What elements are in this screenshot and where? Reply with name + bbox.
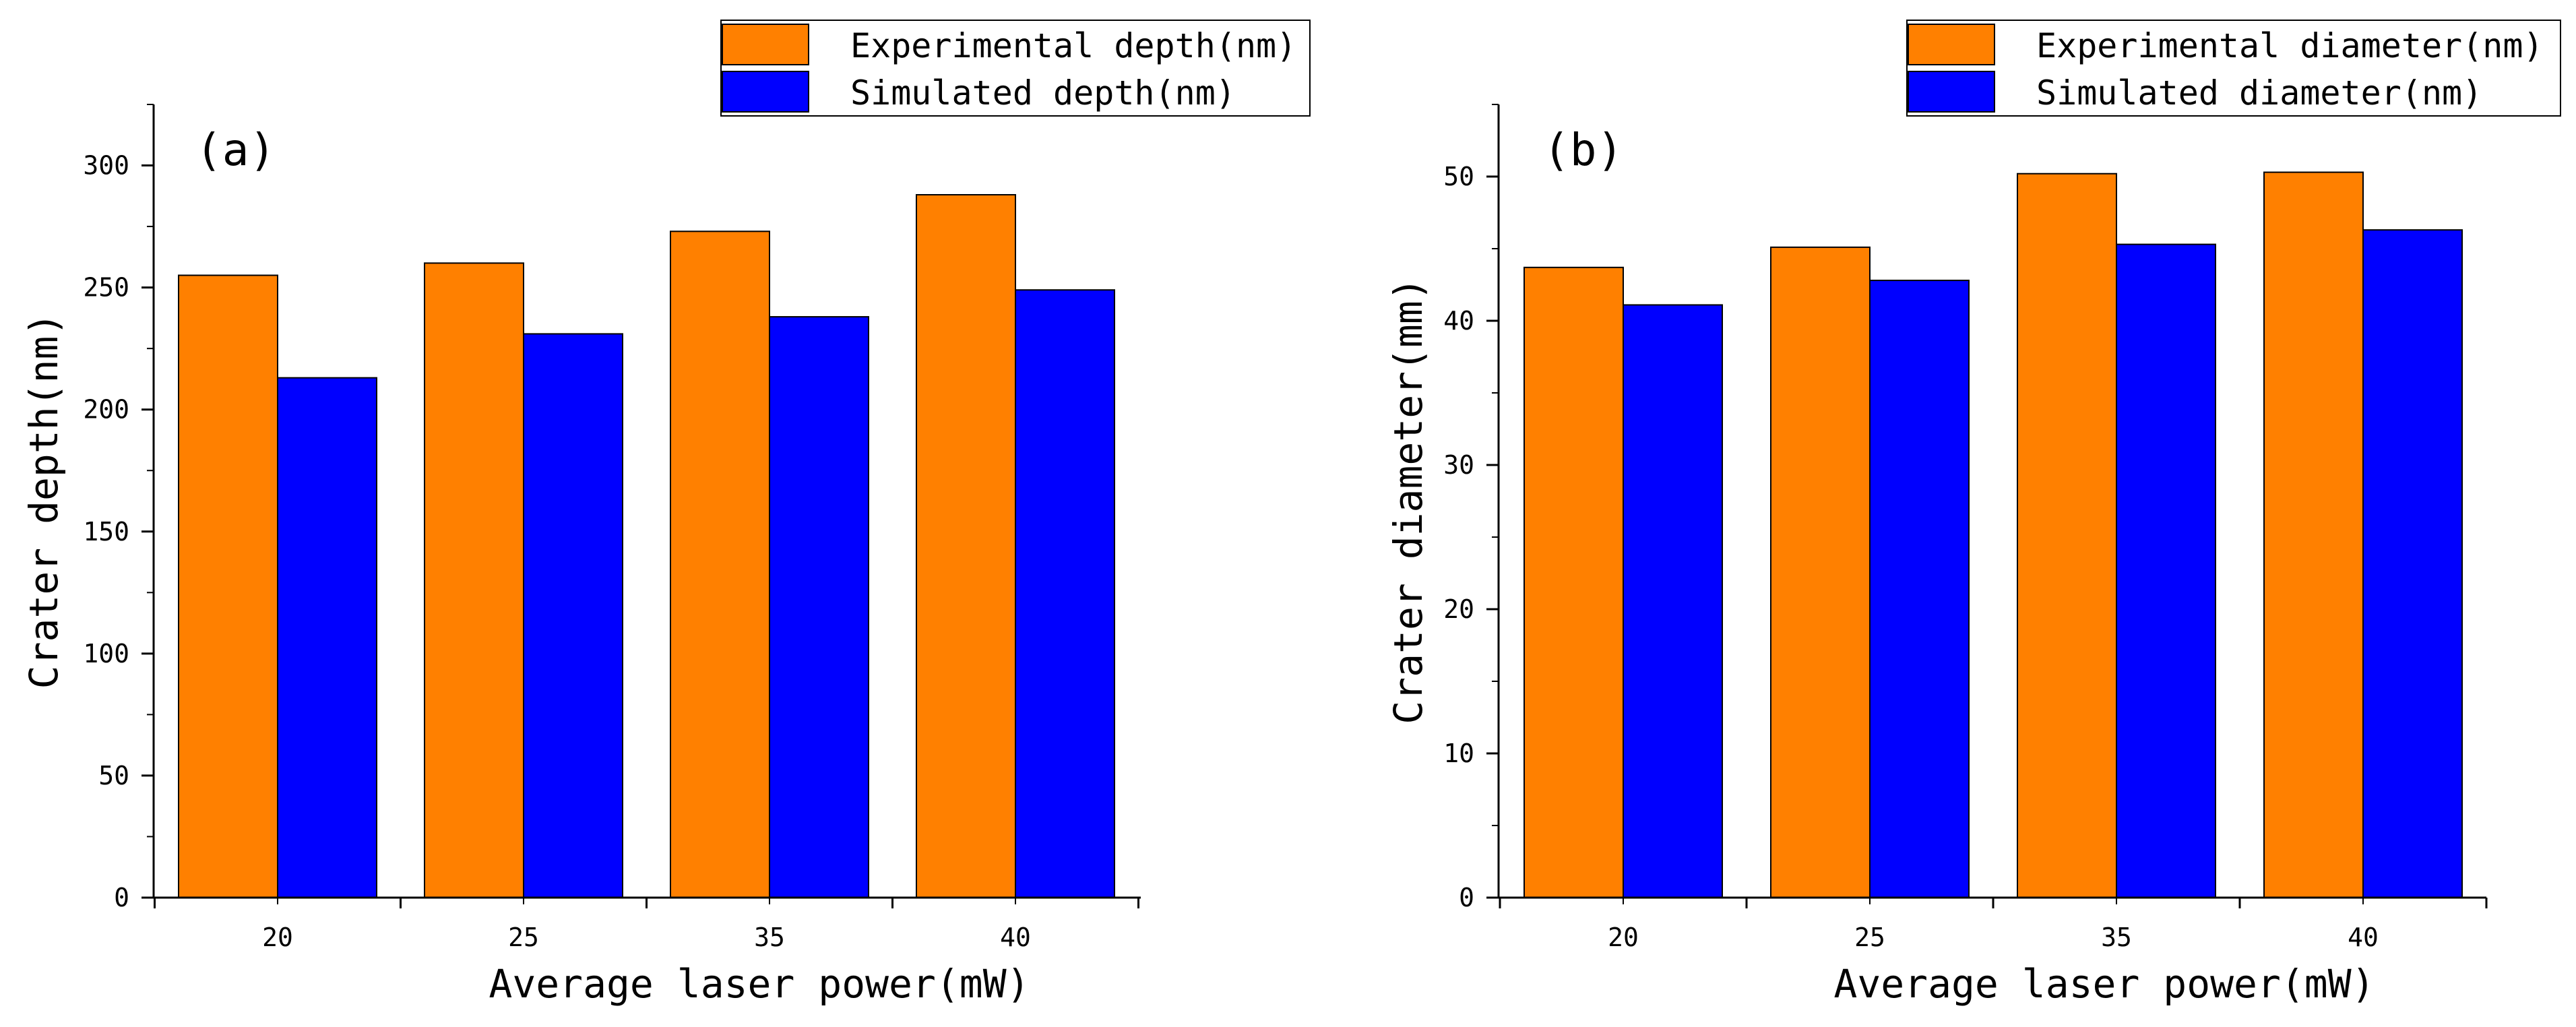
panel-a-x-tick-label-20: 20 [262, 923, 293, 952]
panel-b-bar-experimental-25 [1770, 246, 1871, 898]
panel-b-bar-experimental-35 [2017, 173, 2117, 899]
panel-a-legend-experimental: Experimental depth(nm) [850, 26, 1296, 65]
panel-a-bars [178, 193, 1115, 898]
panel-b-legend-simulated: Simulated diameter(nm) [2036, 73, 2482, 113]
panel-a-y-tick-label-150: 150 [83, 517, 129, 547]
panel-a-y-tick-label-50: 50 [98, 761, 129, 790]
panel-a-legend-swatch-simulated [722, 71, 809, 113]
panel-b-label: (b) [1543, 124, 1623, 176]
panel-b-y-axis-title: Crater diameter(mm) [1385, 277, 1431, 724]
panel-b-bar-experimental-20 [1523, 266, 1624, 898]
panel-a-legend: Experimental depth(nm) Simulated depth(n… [720, 20, 1311, 117]
panel-b-bars [1523, 171, 2463, 899]
panel-b-legend: Experimental diameter(nm) Simulated diam… [1906, 20, 2561, 117]
panel-a-axes: 0 50 100 150 200 250 300 20 25 35 40 [83, 104, 1141, 952]
panel-b-bar-simulated-20 [1623, 304, 1723, 898]
panel-a-y-tick-label-0: 0 [114, 883, 129, 912]
panel-b-x-axis-title: Average laser power(mW) [1833, 961, 2375, 1007]
panel-b-legend-experimental: Experimental diameter(nm) [2036, 26, 2544, 65]
panel-b-y-tick-label-20: 20 [1443, 594, 1474, 624]
panel-b-bar-simulated-35 [2116, 243, 2216, 898]
panel-b-x-tick-label-40: 40 [2348, 923, 2379, 952]
panel-b-y-tick-label-40: 40 [1443, 306, 1474, 336]
panel-a-bar-simulated-35 [769, 316, 869, 898]
panel-a-x-tick-label-35: 35 [754, 923, 785, 952]
panel-a-bar-experimental-35 [670, 230, 770, 898]
panel-b-y-tick-label-30: 30 [1443, 450, 1474, 480]
panel-b-y-tick-label-0: 0 [1459, 883, 1474, 912]
panel-b-y-tick-label-10: 10 [1443, 739, 1474, 768]
panel-a-y-axis-title: Crater depth(nm) [21, 313, 67, 689]
panel-a-bar-simulated-20 [277, 377, 377, 898]
panel-b-bar-experimental-40 [2263, 171, 2364, 899]
panel-a-y-tick-label-250: 250 [83, 273, 129, 303]
panel-a-x-axis-title: Average laser power(mW) [489, 961, 1030, 1007]
panel-b-diameter-chart: 0 10 20 30 40 50 20 25 35 40 (b) Average laser po… [1385, 20, 2561, 1007]
panel-b-bar-simulated-40 [2362, 229, 2463, 898]
panel-b-x-tick-label-20: 20 [1608, 923, 1639, 952]
panel-a-y-tick-label-300: 300 [83, 151, 129, 181]
panel-a-x-tick-label-40: 40 [1000, 923, 1031, 952]
panel-b-legend-swatch-simulated [1908, 71, 1995, 113]
panel-a-bar-experimental-40 [916, 193, 1016, 898]
panel-a-bar-experimental-25 [424, 262, 524, 898]
panel-a-y-tick-label-200: 200 [83, 395, 129, 425]
panel-a-legend-swatch-experimental [722, 24, 809, 65]
panel-a-x-tick-label-25: 25 [508, 923, 539, 952]
panel-a-bar-simulated-25 [523, 333, 623, 898]
panel-a-y-tick-label-100: 100 [83, 639, 129, 668]
panel-a-legend-simulated: Simulated depth(nm) [850, 73, 1236, 113]
panel-b-legend-swatch-experimental [1908, 24, 1995, 65]
panel-b-axes: 0 10 20 30 40 50 20 25 35 40 [1443, 104, 2488, 952]
panel-a-bar-simulated-40 [1015, 289, 1115, 898]
panel-b-legend-box [1906, 20, 2561, 117]
panel-a-depth-chart: 0 50 100 150 200 250 300 20 25 35 40 (a) Average l… [21, 20, 1311, 1007]
panel-b-x-tick-label-35: 35 [2101, 923, 2132, 952]
panel-b-bar-simulated-25 [1869, 280, 1970, 898]
panel-b-x-tick-label-25: 25 [1854, 923, 1885, 952]
panel-b-y-tick-label-50: 50 [1443, 162, 1474, 191]
panel-a-bar-experimental-20 [178, 274, 278, 898]
panel-a-label: (a) [195, 124, 276, 176]
panel-a-legend-box [720, 20, 1311, 117]
